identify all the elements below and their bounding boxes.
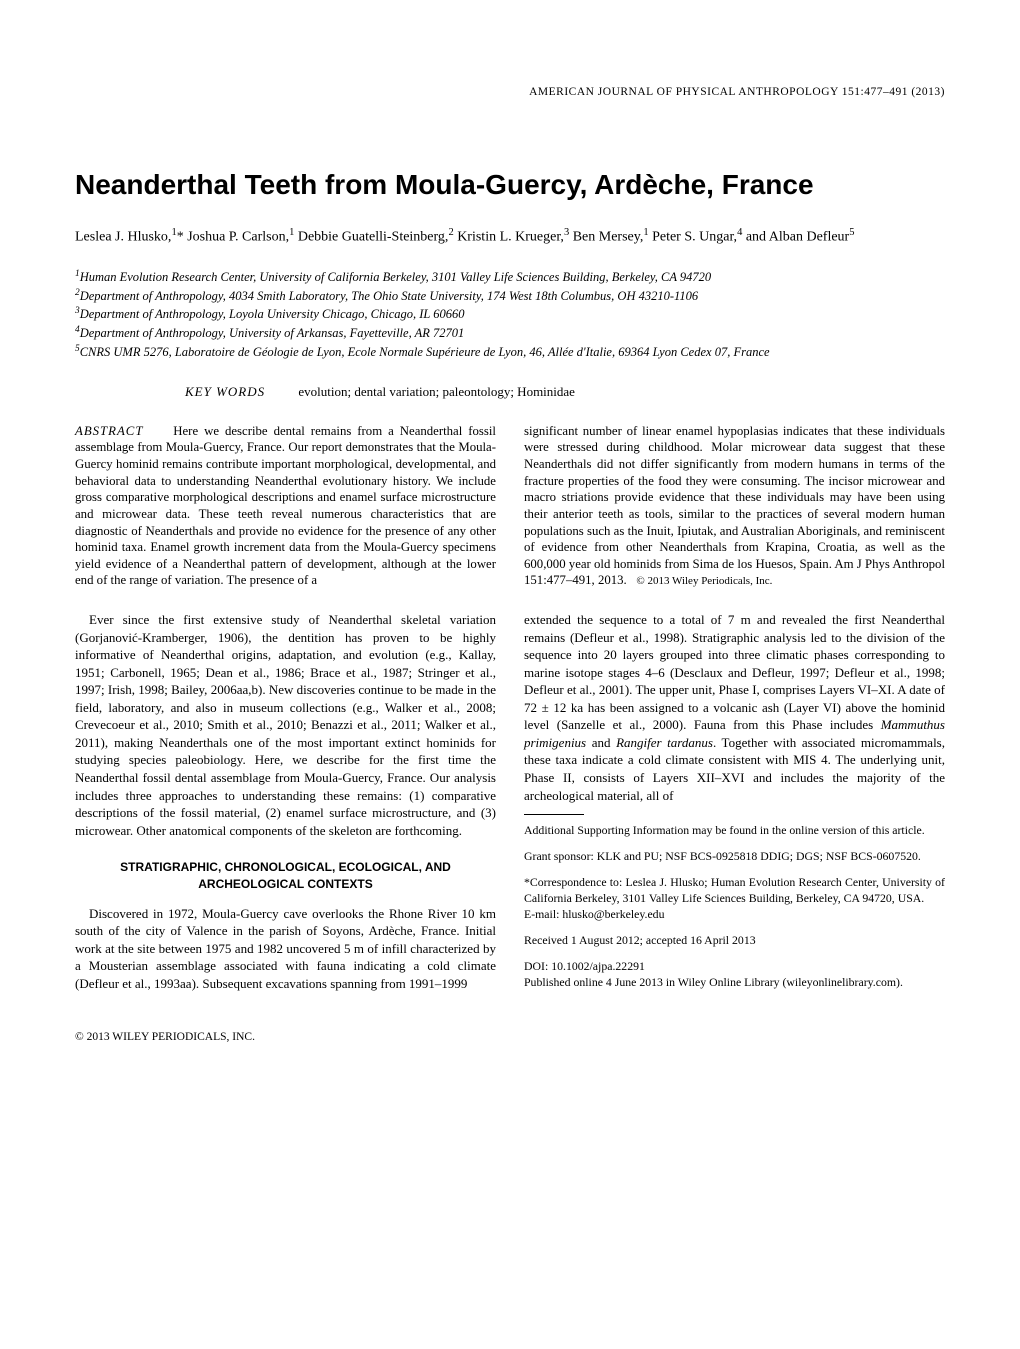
affiliation-2: 2Department of Anthropology, 4034 Smith …: [75, 287, 945, 306]
body-col-right: extended the sequence to a total of 7 m …: [524, 611, 945, 1000]
keywords-text: evolution; dental variation; paleontolog…: [298, 384, 575, 399]
keywords-label: KEY WORDS: [185, 384, 265, 399]
abstract-label: ABSTRACT: [75, 424, 143, 438]
page-footer: © 2013 WILEY PERIODICALS, INC.: [75, 1030, 945, 1046]
footnote-received: Received 1 August 2012; accepted 16 Apri…: [524, 933, 945, 949]
keywords-row: KEY WORDS evolution; dental variation; p…: [185, 383, 945, 401]
footnote-suppl: Additional Supporting Information may be…: [524, 823, 945, 839]
body-columns: Ever since the first extensive study of …: [75, 611, 945, 1000]
footnote-rule: [524, 814, 584, 815]
abstract-columns: ABSTRACT Here we describe dental remains…: [75, 423, 945, 589]
abstract-text-left: Here we describe dental remains from a N…: [75, 424, 496, 588]
body-right-paragraph: extended the sequence to a total of 7 m …: [524, 611, 945, 804]
section-heading-contexts: STRATIGRAPHIC, CHRONOLOGICAL, ECOLOGICAL…: [75, 859, 496, 893]
affiliation-1: 1Human Evolution Research Center, Univer…: [75, 268, 945, 287]
affiliations: 1Human Evolution Research Center, Univer…: [75, 268, 945, 361]
affiliation-5: 5CNRS UMR 5276, Laboratoire de Géologie …: [75, 343, 945, 362]
footnote-email: E-mail: hlusko@berkeley.edu: [524, 907, 664, 921]
journal-header: AMERICAN JOURNAL OF PHYSICAL ANTHROPOLOG…: [75, 85, 945, 101]
intro-paragraph: Ever since the first extensive study of …: [75, 611, 496, 839]
footer-copyright: © 2013 WILEY PERIODICALS, INC.: [75, 1030, 255, 1046]
footnote-grant: Grant sponsor: KLK and PU; NSF BCS-09258…: [524, 849, 945, 865]
author-list: Leslea J. Hlusko,1* Joshua P. Carlson,1 …: [75, 225, 945, 248]
contexts-paragraph: Discovered in 1972, Moula-Guercy cave ov…: [75, 905, 496, 993]
abstract-text-right: significant number of linear enamel hypo…: [524, 424, 945, 588]
abstract-col-left: ABSTRACT Here we describe dental remains…: [75, 423, 496, 589]
affiliation-3: 3Department of Anthropology, Loyola Univ…: [75, 305, 945, 324]
article-title: Neanderthal Teeth from Moula-Guercy, Ard…: [75, 166, 945, 204]
body-col-left: Ever since the first extensive study of …: [75, 611, 496, 1000]
abstract-col-right: significant number of linear enamel hypo…: [524, 423, 945, 589]
affiliation-4: 4Department of Anthropology, University …: [75, 324, 945, 343]
footnote-correspondence: *Correspondence to: Leslea J. Hlusko; Hu…: [524, 875, 945, 923]
copyright-inline: © 2013 Wiley Periodicals, Inc.: [636, 575, 772, 587]
footnote-doi-pub: DOI: 10.1002/ajpa.22291 Published online…: [524, 959, 945, 991]
footnote-published: Published online 4 June 2013 in Wiley On…: [524, 975, 903, 989]
